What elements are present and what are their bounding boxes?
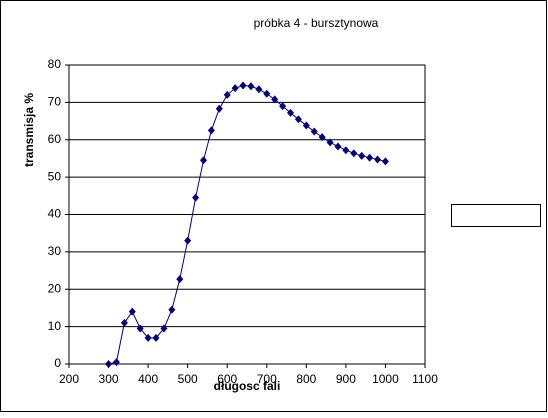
y-tick-label: 10 xyxy=(48,319,62,333)
data-point xyxy=(215,104,223,113)
data-point xyxy=(120,318,128,327)
y-tick-label: 50 xyxy=(48,169,62,183)
data-point xyxy=(294,115,302,124)
x-axis-label: długosc fali xyxy=(214,379,281,393)
y-tick-label: 70 xyxy=(48,95,62,109)
data-point xyxy=(136,324,144,333)
y-tick-label: 60 xyxy=(48,132,62,146)
data-point xyxy=(192,193,200,202)
data-point xyxy=(334,142,342,151)
x-tick-label: 1000 xyxy=(372,372,399,386)
data-point xyxy=(263,89,271,98)
data-point xyxy=(144,333,152,342)
plot-area xyxy=(68,64,426,365)
chart-title: próbka 4 - bursztynowa xyxy=(254,16,379,30)
data-point xyxy=(239,81,247,90)
x-tick-label: 600 xyxy=(217,372,237,386)
y-tick-label: 30 xyxy=(48,244,62,258)
data-point xyxy=(310,127,318,136)
data-point xyxy=(366,153,374,162)
data-point xyxy=(271,95,279,104)
x-tick-label: 1100 xyxy=(412,372,438,386)
x-tick-label: 700 xyxy=(257,372,277,386)
y-axis-label: transmisja % xyxy=(22,93,36,167)
x-tick-label: 500 xyxy=(178,372,198,386)
data-point xyxy=(184,236,192,245)
data-point xyxy=(374,155,382,164)
data-point xyxy=(287,108,295,117)
legend-box xyxy=(451,204,541,227)
data-point xyxy=(381,157,389,166)
y-tick-label: 0 xyxy=(54,356,61,370)
data-point xyxy=(326,138,334,147)
data-point xyxy=(302,121,310,130)
data-point xyxy=(223,90,231,99)
data-point xyxy=(358,151,366,160)
data-point xyxy=(350,149,358,158)
data-point xyxy=(255,85,263,94)
data-point xyxy=(112,358,120,367)
data-point xyxy=(247,82,255,91)
x-tick-label: 900 xyxy=(336,372,356,386)
y-tick-label: 40 xyxy=(48,207,62,221)
y-tick-label: 20 xyxy=(48,281,62,295)
data-point xyxy=(128,307,136,316)
data-point xyxy=(168,305,176,314)
data-point xyxy=(105,360,113,368)
data-point xyxy=(176,275,184,284)
x-tick-label: 400 xyxy=(138,372,158,386)
data-point xyxy=(342,146,350,155)
data-point xyxy=(231,84,239,93)
data-point xyxy=(160,324,168,333)
data-point xyxy=(152,333,160,342)
x-tick-label: 300 xyxy=(99,372,119,386)
y-tick-label: 80 xyxy=(48,57,62,71)
x-tick-label: 200 xyxy=(59,372,79,386)
data-point xyxy=(318,133,326,142)
x-tick-label: 800 xyxy=(296,372,316,386)
data-point xyxy=(207,126,215,135)
data-point xyxy=(199,156,207,165)
data-point xyxy=(279,102,287,111)
